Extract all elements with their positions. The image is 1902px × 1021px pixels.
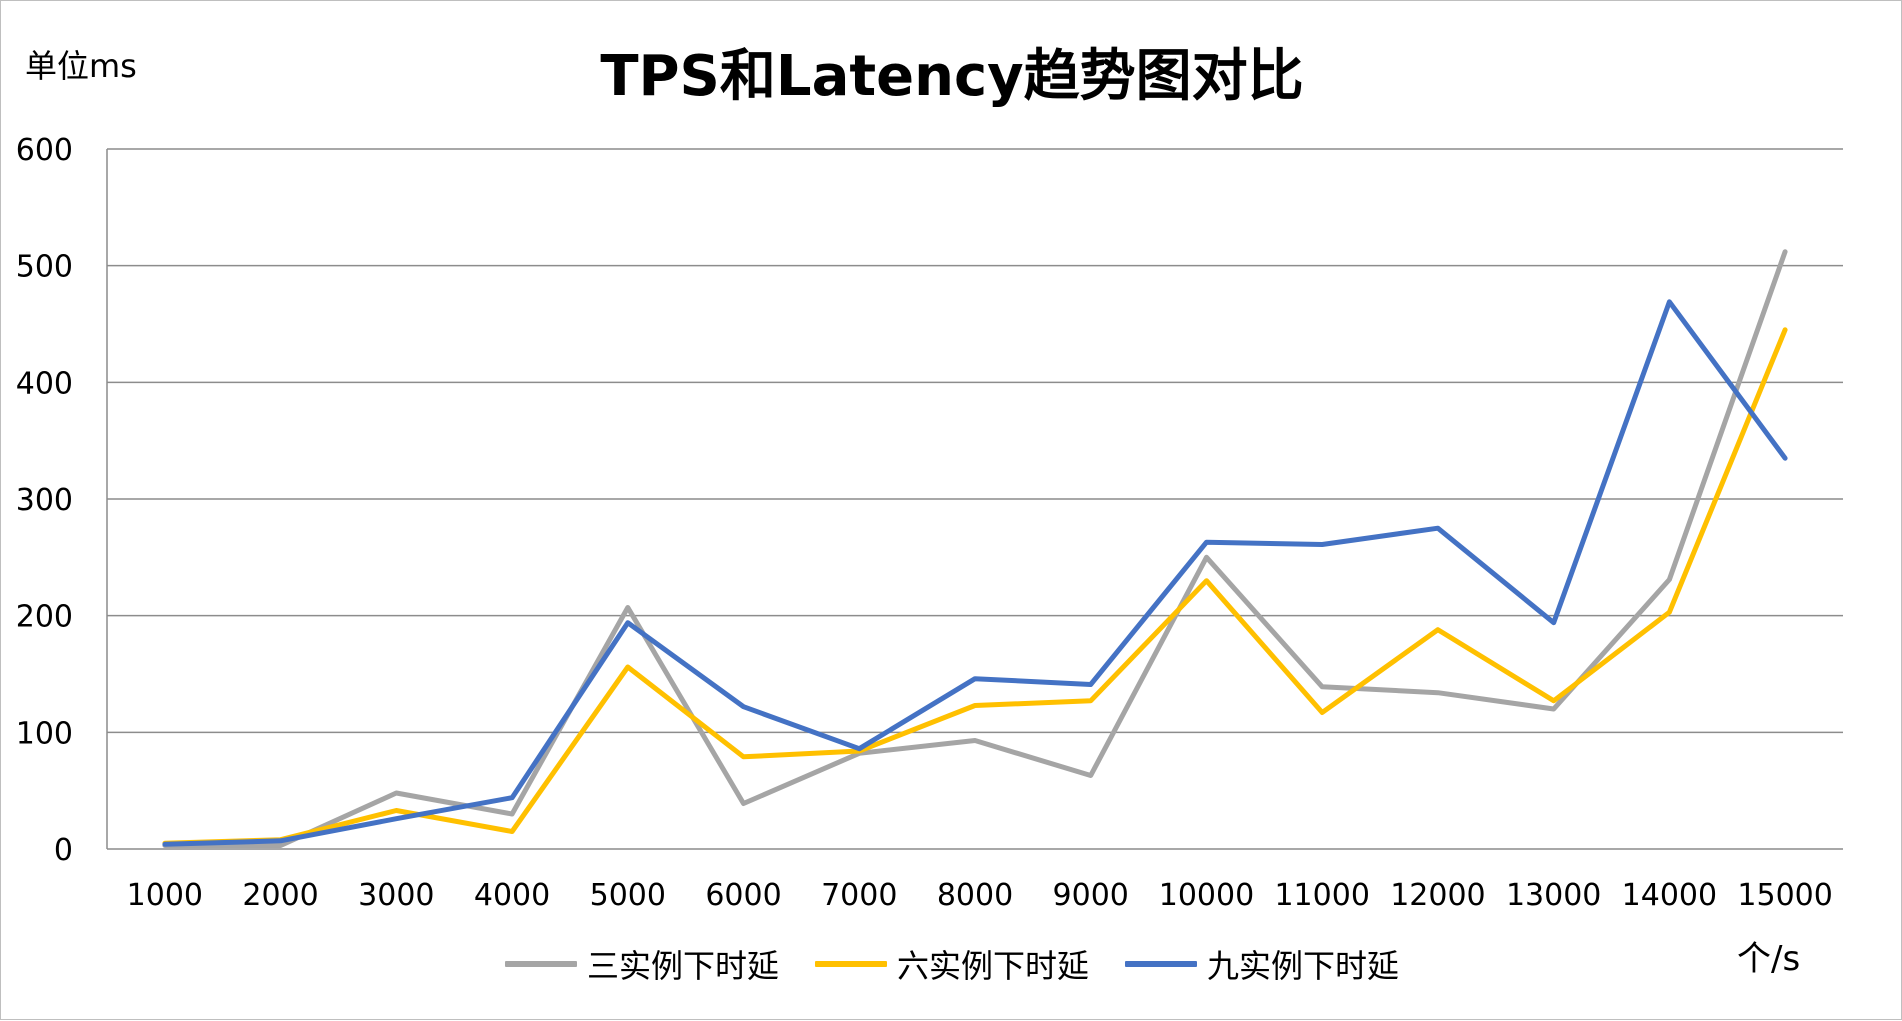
- series-line-1: [162, 249, 1788, 848]
- x-tick-label: 11000: [1274, 878, 1369, 913]
- legend-swatch: [504, 961, 577, 967]
- chart-title: TPS和Latency趋势图对比: [600, 44, 1304, 109]
- legend-label: 三实例下时延: [586, 947, 779, 985]
- x-tick-label: 10000: [1159, 878, 1254, 913]
- x-tick-label: 7000: [821, 878, 897, 913]
- x-tick-label: 13000: [1506, 878, 1601, 913]
- y-tick-label: 100: [16, 716, 73, 751]
- x-tick-label: 14000: [1622, 878, 1717, 913]
- x-axis-unit: 个/s: [1737, 939, 1801, 979]
- y-axis-title: 单位ms: [25, 47, 137, 85]
- y-tick-label: 400: [16, 366, 73, 401]
- x-tick-label: 12000: [1390, 878, 1485, 913]
- legend-label: 九实例下时延: [1207, 947, 1400, 985]
- x-tick-label: 4000: [474, 878, 550, 913]
- legend-item-3: 九实例下时延: [1125, 941, 1399, 987]
- x-tick-label: 2000: [242, 878, 318, 913]
- series-line-3: [162, 299, 1788, 847]
- y-tick-label: 200: [16, 600, 73, 635]
- legend-item-1: 三实例下时延: [504, 941, 779, 987]
- series-line-2: [162, 327, 1788, 846]
- x-tick-label: 3000: [358, 878, 434, 913]
- legend-swatch: [814, 961, 887, 967]
- x-tick-label: 8000: [937, 878, 1013, 913]
- x-tick-label: 5000: [590, 878, 666, 913]
- legend: 三实例下时延 六实例下时延 九实例下时延: [1, 941, 1902, 987]
- x-tick-label: 9000: [1053, 878, 1129, 913]
- x-tick-label: 1000: [127, 878, 203, 913]
- legend-swatch: [1125, 961, 1197, 967]
- y-tick-label: 300: [16, 483, 73, 518]
- y-tick-label: 0: [54, 833, 73, 868]
- legend-label: 六实例下时延: [896, 947, 1089, 985]
- x-tick-label: 15000: [1737, 878, 1832, 913]
- legend-item-2: 六实例下时延: [814, 941, 1089, 987]
- y-tick-label: 600: [16, 133, 73, 168]
- x-tick-label: 6000: [705, 878, 781, 913]
- y-tick-label: 500: [16, 250, 73, 285]
